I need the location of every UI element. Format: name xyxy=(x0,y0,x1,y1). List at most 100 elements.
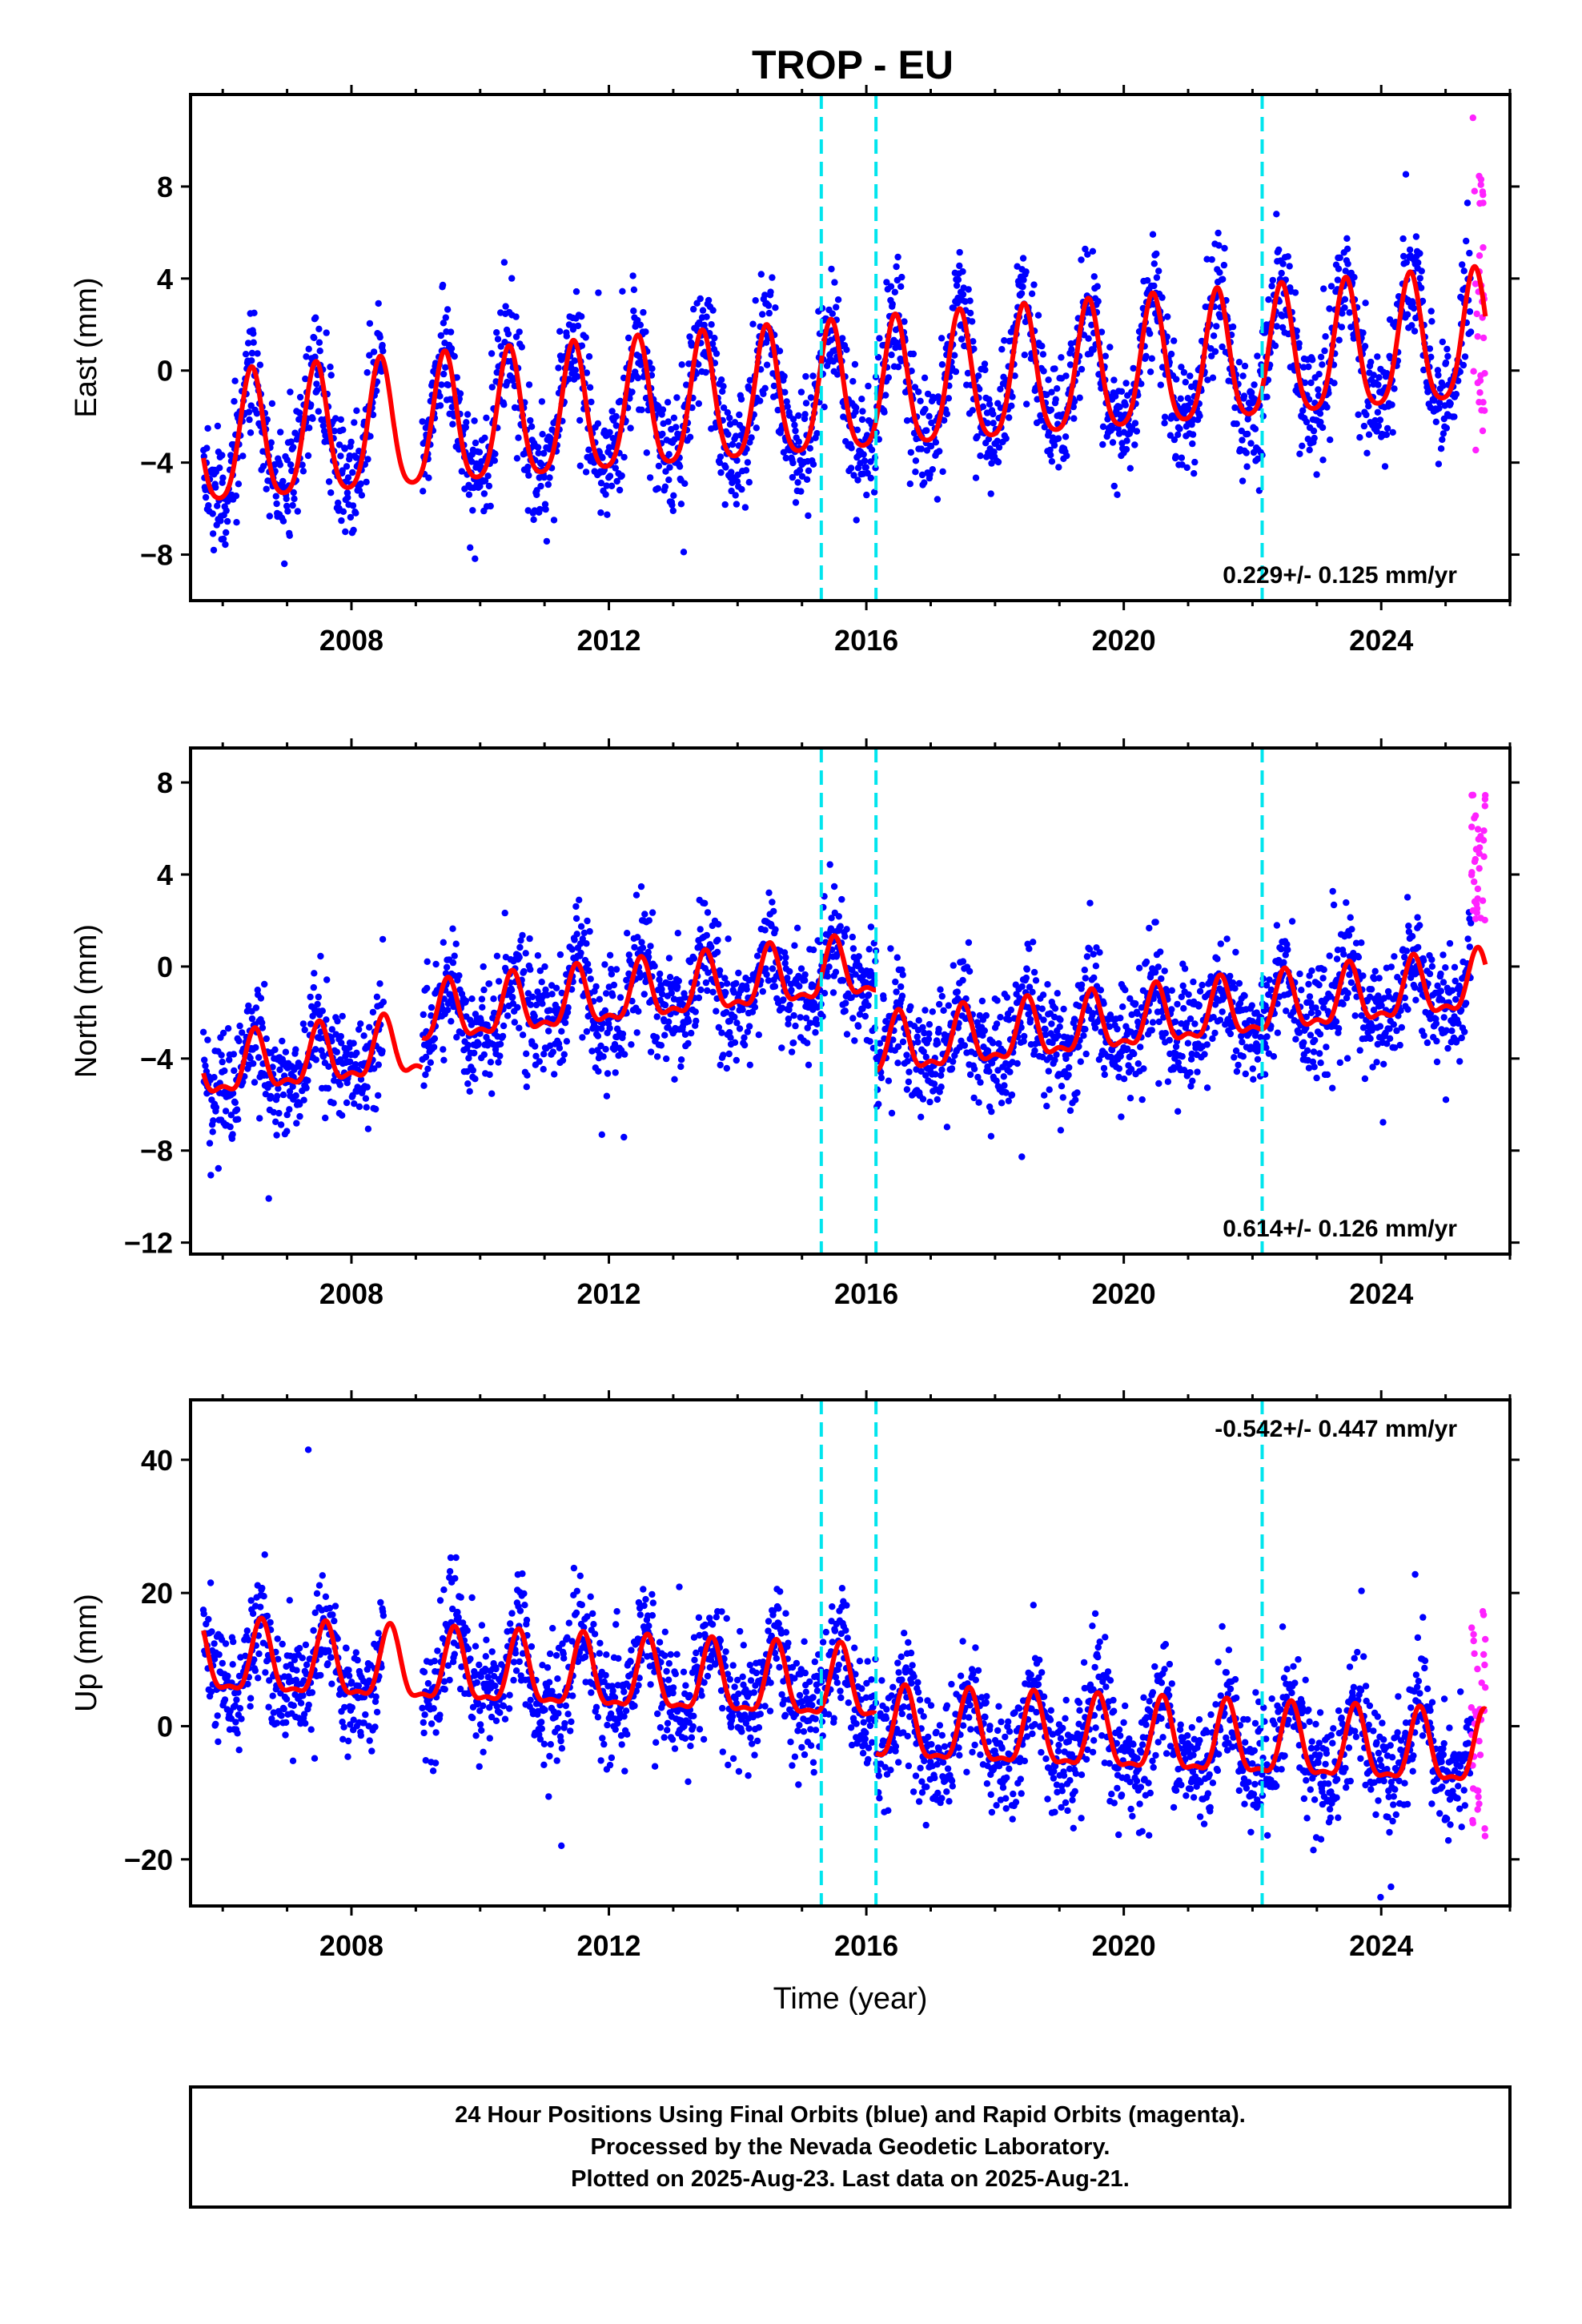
data-point xyxy=(284,508,291,515)
data-point xyxy=(1051,365,1058,372)
data-point xyxy=(1047,452,1054,459)
data-point xyxy=(887,945,894,952)
data-point xyxy=(323,329,330,336)
data-point xyxy=(722,464,729,471)
data-point xyxy=(1142,352,1150,360)
data-point xyxy=(248,349,256,357)
data-point xyxy=(959,958,967,965)
data-point xyxy=(854,1023,862,1030)
data-point xyxy=(734,471,741,479)
data-point xyxy=(379,348,387,355)
data-point xyxy=(876,335,883,342)
data-point xyxy=(1280,959,1287,967)
rapid-data-point xyxy=(1471,187,1479,195)
data-point xyxy=(1131,441,1138,448)
data-point xyxy=(1387,963,1395,971)
data-point xyxy=(666,464,673,471)
data-point xyxy=(1336,1059,1344,1067)
data-point xyxy=(887,283,895,290)
data-point xyxy=(317,952,324,960)
data-point xyxy=(366,320,374,328)
data-point xyxy=(841,933,849,940)
data-point xyxy=(1326,952,1333,959)
data-point xyxy=(212,1104,220,1112)
data-point xyxy=(343,463,351,470)
data-point xyxy=(319,422,327,429)
data-point xyxy=(798,472,806,480)
data-point xyxy=(717,376,725,384)
data-point xyxy=(1367,358,1375,366)
rapid-data-point xyxy=(1481,370,1488,377)
data-point xyxy=(897,357,905,365)
data-point xyxy=(451,972,458,979)
x-tick-label: 2020 xyxy=(1092,624,1156,657)
data-point xyxy=(480,963,487,971)
data-point xyxy=(693,1017,700,1025)
data-point xyxy=(853,404,860,412)
data-point xyxy=(990,410,997,418)
data-point xyxy=(1134,1010,1141,1018)
data-point xyxy=(444,1007,452,1014)
data-point xyxy=(1235,1061,1242,1069)
data-point xyxy=(917,1068,925,1076)
data-point xyxy=(1090,346,1097,353)
data-point xyxy=(1180,1005,1187,1012)
data-point xyxy=(781,959,789,967)
data-point xyxy=(486,1071,493,1079)
data-point xyxy=(1211,348,1219,356)
data-point xyxy=(437,332,444,340)
data-point xyxy=(379,999,387,1006)
data-point xyxy=(524,1072,531,1079)
data-point xyxy=(1442,359,1450,367)
data-point xyxy=(1022,318,1030,325)
data-point xyxy=(202,1062,209,1070)
data-point xyxy=(259,1024,267,1031)
data-point xyxy=(424,984,431,992)
data-point xyxy=(1251,381,1258,388)
data-point xyxy=(794,479,801,486)
data-point xyxy=(985,436,993,443)
data-point xyxy=(443,963,451,971)
data-point xyxy=(681,480,689,487)
data-point xyxy=(440,1056,448,1064)
data-point xyxy=(233,1106,241,1113)
data-point xyxy=(469,1067,476,1074)
data-point xyxy=(1042,1031,1050,1039)
data-point xyxy=(515,434,522,441)
data-point xyxy=(257,995,265,1002)
data-point xyxy=(304,1077,311,1084)
data-point xyxy=(576,462,584,469)
data-point xyxy=(448,345,456,352)
x-tick-label: 2012 xyxy=(576,624,640,657)
data-point xyxy=(292,1092,299,1100)
data-point xyxy=(311,970,318,977)
data-point xyxy=(713,1007,720,1015)
data-point xyxy=(986,1068,993,1076)
data-point xyxy=(604,511,611,518)
data-point xyxy=(346,452,353,460)
data-point xyxy=(751,1003,759,1011)
data-point xyxy=(936,1000,943,1008)
data-point xyxy=(422,1053,430,1061)
data-point xyxy=(440,370,448,378)
data-point xyxy=(500,401,508,408)
data-point xyxy=(989,1039,997,1047)
data-point xyxy=(1320,966,1327,974)
data-point xyxy=(981,1027,989,1035)
data-point xyxy=(1213,323,1220,330)
data-point xyxy=(1034,312,1042,319)
data-point xyxy=(309,415,316,422)
data-point xyxy=(932,439,940,446)
data-point xyxy=(969,407,977,414)
data-point xyxy=(1054,435,1062,442)
data-point xyxy=(478,995,486,1003)
data-point xyxy=(322,1114,329,1122)
data-point xyxy=(1100,1000,1107,1007)
data-point xyxy=(1070,398,1078,405)
data-point xyxy=(633,1029,640,1036)
data-point xyxy=(613,477,620,485)
data-point xyxy=(215,1164,222,1172)
data-point xyxy=(619,1030,627,1038)
data-point xyxy=(303,353,310,360)
data-point xyxy=(731,1039,739,1047)
